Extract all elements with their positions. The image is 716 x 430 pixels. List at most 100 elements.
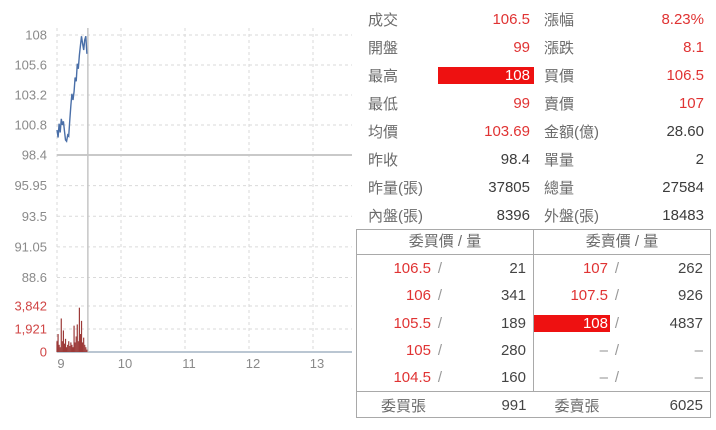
prev-close-value: 98.4 [500,150,530,168]
order-book-header: 委買價 / 量 委賣價 / 量 [357,230,710,255]
volume-bar [66,347,68,352]
y-axis-price-tick: 100.8 [14,118,47,133]
volume-bar [80,320,83,352]
volume-bar [63,343,66,352]
ask-qty: 926 [677,287,703,305]
price-qty-separator: / [437,260,443,278]
low-price-value: 99 [513,94,530,112]
open-price-label: 開盤 [368,39,399,57]
bid-header: 委買價 / 量 [408,233,482,250]
volume-bar [73,325,75,352]
volume-bar [86,349,88,352]
ask-column: 107 / 262 107.5 / 926 108 / 4837 – / [533,255,710,391]
volume-bar [69,346,71,352]
volume-bar [72,347,74,352]
y-axis-price-tick: 93.5 [22,209,47,224]
ask-qty: 262 [677,260,703,278]
volume-bar [70,342,72,352]
bid-row[interactable]: 105.5 / 189 [357,309,533,336]
intraday-chart: 9 10 11 12 13 108 105.6 103.2 100.8 98.4 95.95 93.5… [0,0,356,430]
bid-total-value: 991 [501,396,527,414]
volume-bar [58,344,60,352]
ask-row[interactable]: – / – [534,364,710,391]
x-axis-hour-tick: 10 [118,356,132,371]
ask-price[interactable]: – [599,341,608,359]
bid-price[interactable]: 105 [405,341,431,359]
ask-row[interactable]: 108 / 4837 [534,309,710,336]
volume-bar [60,318,62,352]
price-line [56,36,88,143]
ask-price[interactable]: 107 [582,260,608,278]
bid-row[interactable]: 106.5 / 21 [357,255,533,282]
ask-price[interactable]: – [599,368,608,386]
bid-row[interactable]: 105 / 280 [357,337,533,364]
avg-price-label: 均價 [368,123,399,141]
order-book-footer: 委買張 991 委賣張 6025 [357,391,710,418]
quote-row-high: 最高 108 買價 106.5 [356,61,716,89]
y-axis-price-tick: 105.6 [14,58,47,73]
bid-column: 106.5 / 21 106 / 341 105.5 / 189 105 / [357,255,533,391]
volume-bar [71,344,73,352]
bid-row[interactable]: 104.5 / 160 [357,364,533,391]
intraday-chart-svg: 9 10 11 12 13 108 105.6 103.2 100.8 98.4 95.95 93.5… [14,28,352,371]
change-pct-label: 漲幅 [544,11,575,29]
bid-price-value: 106.5 [666,66,704,84]
y-axis-price-tick: 91.05 [14,239,47,254]
bid-row[interactable]: 106 / 341 [357,282,533,309]
quote-row-prev-volume: 昨量(張) 37805 總量 27584 [356,173,716,201]
y-axis-price-tick: 103.2 [14,88,47,103]
deal-price-value: 106.5 [492,10,530,28]
low-price-label: 最低 [368,95,399,113]
total-volume-value: 27584 [662,178,704,196]
price-qty-separator: / [614,287,620,305]
change-label: 漲跌 [544,39,575,57]
quote-row-open: 開盤 99 漲跌 8.1 [356,33,716,61]
bid-qty: 189 [500,314,526,332]
price-qty-separator: / [437,368,443,386]
order-book: 委買價 / 量 委賣價 / 量 106.5 / 21 106 / 341 105… [356,229,711,418]
volume-bar [68,341,70,352]
quote-row-prev-close: 昨收 98.4 單量 2 [356,145,716,173]
ask-total-value: 6025 [669,396,703,414]
deal-price-label: 成交 [368,11,399,29]
ask-price[interactable]: 107.5 [570,287,608,305]
ask-qty: – [694,341,703,359]
change-pct-value: 8.23% [661,10,704,28]
unit-volume-value: 2 [695,150,704,168]
quote-summary: 成交 106.5 漲幅 8.23% 開盤 99 漲跌 8.1 最高 108 買價… [356,5,716,229]
outer-volume-value: 18483 [662,206,704,224]
y-axis-volume-tick: 0 [40,345,47,360]
bid-price[interactable]: 106.5 [393,260,431,278]
volume-bar [79,334,82,352]
volume-bar [57,334,59,352]
bid-total-cell: 委買張 991 [357,395,534,416]
ask-row[interactable]: 107.5 / 926 [534,282,710,309]
y-axis-volume-tick: 1,921 [14,322,47,337]
bid-price[interactable]: 105.5 [393,314,431,332]
price-qty-separator: / [614,314,620,332]
bid-qty: 341 [500,287,526,305]
volume-bar [82,342,84,352]
volume-bar [84,344,86,352]
bid-price[interactable]: 104.5 [393,368,431,386]
volume-bar [67,344,69,352]
ask-row[interactable]: – / – [534,337,710,364]
bid-total-label: 委買張 [381,397,427,415]
price-qty-separator: / [437,287,443,305]
prev-volume-label: 昨量(張) [368,179,423,197]
bid-qty: 21 [509,260,526,278]
inner-volume-value: 8396 [496,206,530,224]
volume-bar [75,336,77,352]
total-volume-label: 總量 [544,179,575,197]
outer-volume-label: 外盤(張) [544,207,599,225]
volume-bar [61,341,63,352]
volume-bar [76,324,78,352]
volume-bar [59,347,61,352]
bid-price[interactable]: 106 [405,287,431,305]
high-price-value: 108 [438,66,534,84]
ask-row[interactable]: 107 / 262 [534,255,710,282]
ask-price[interactable]: 108 [534,314,610,332]
volume-bar [74,342,76,352]
price-qty-separator: / [614,260,620,278]
